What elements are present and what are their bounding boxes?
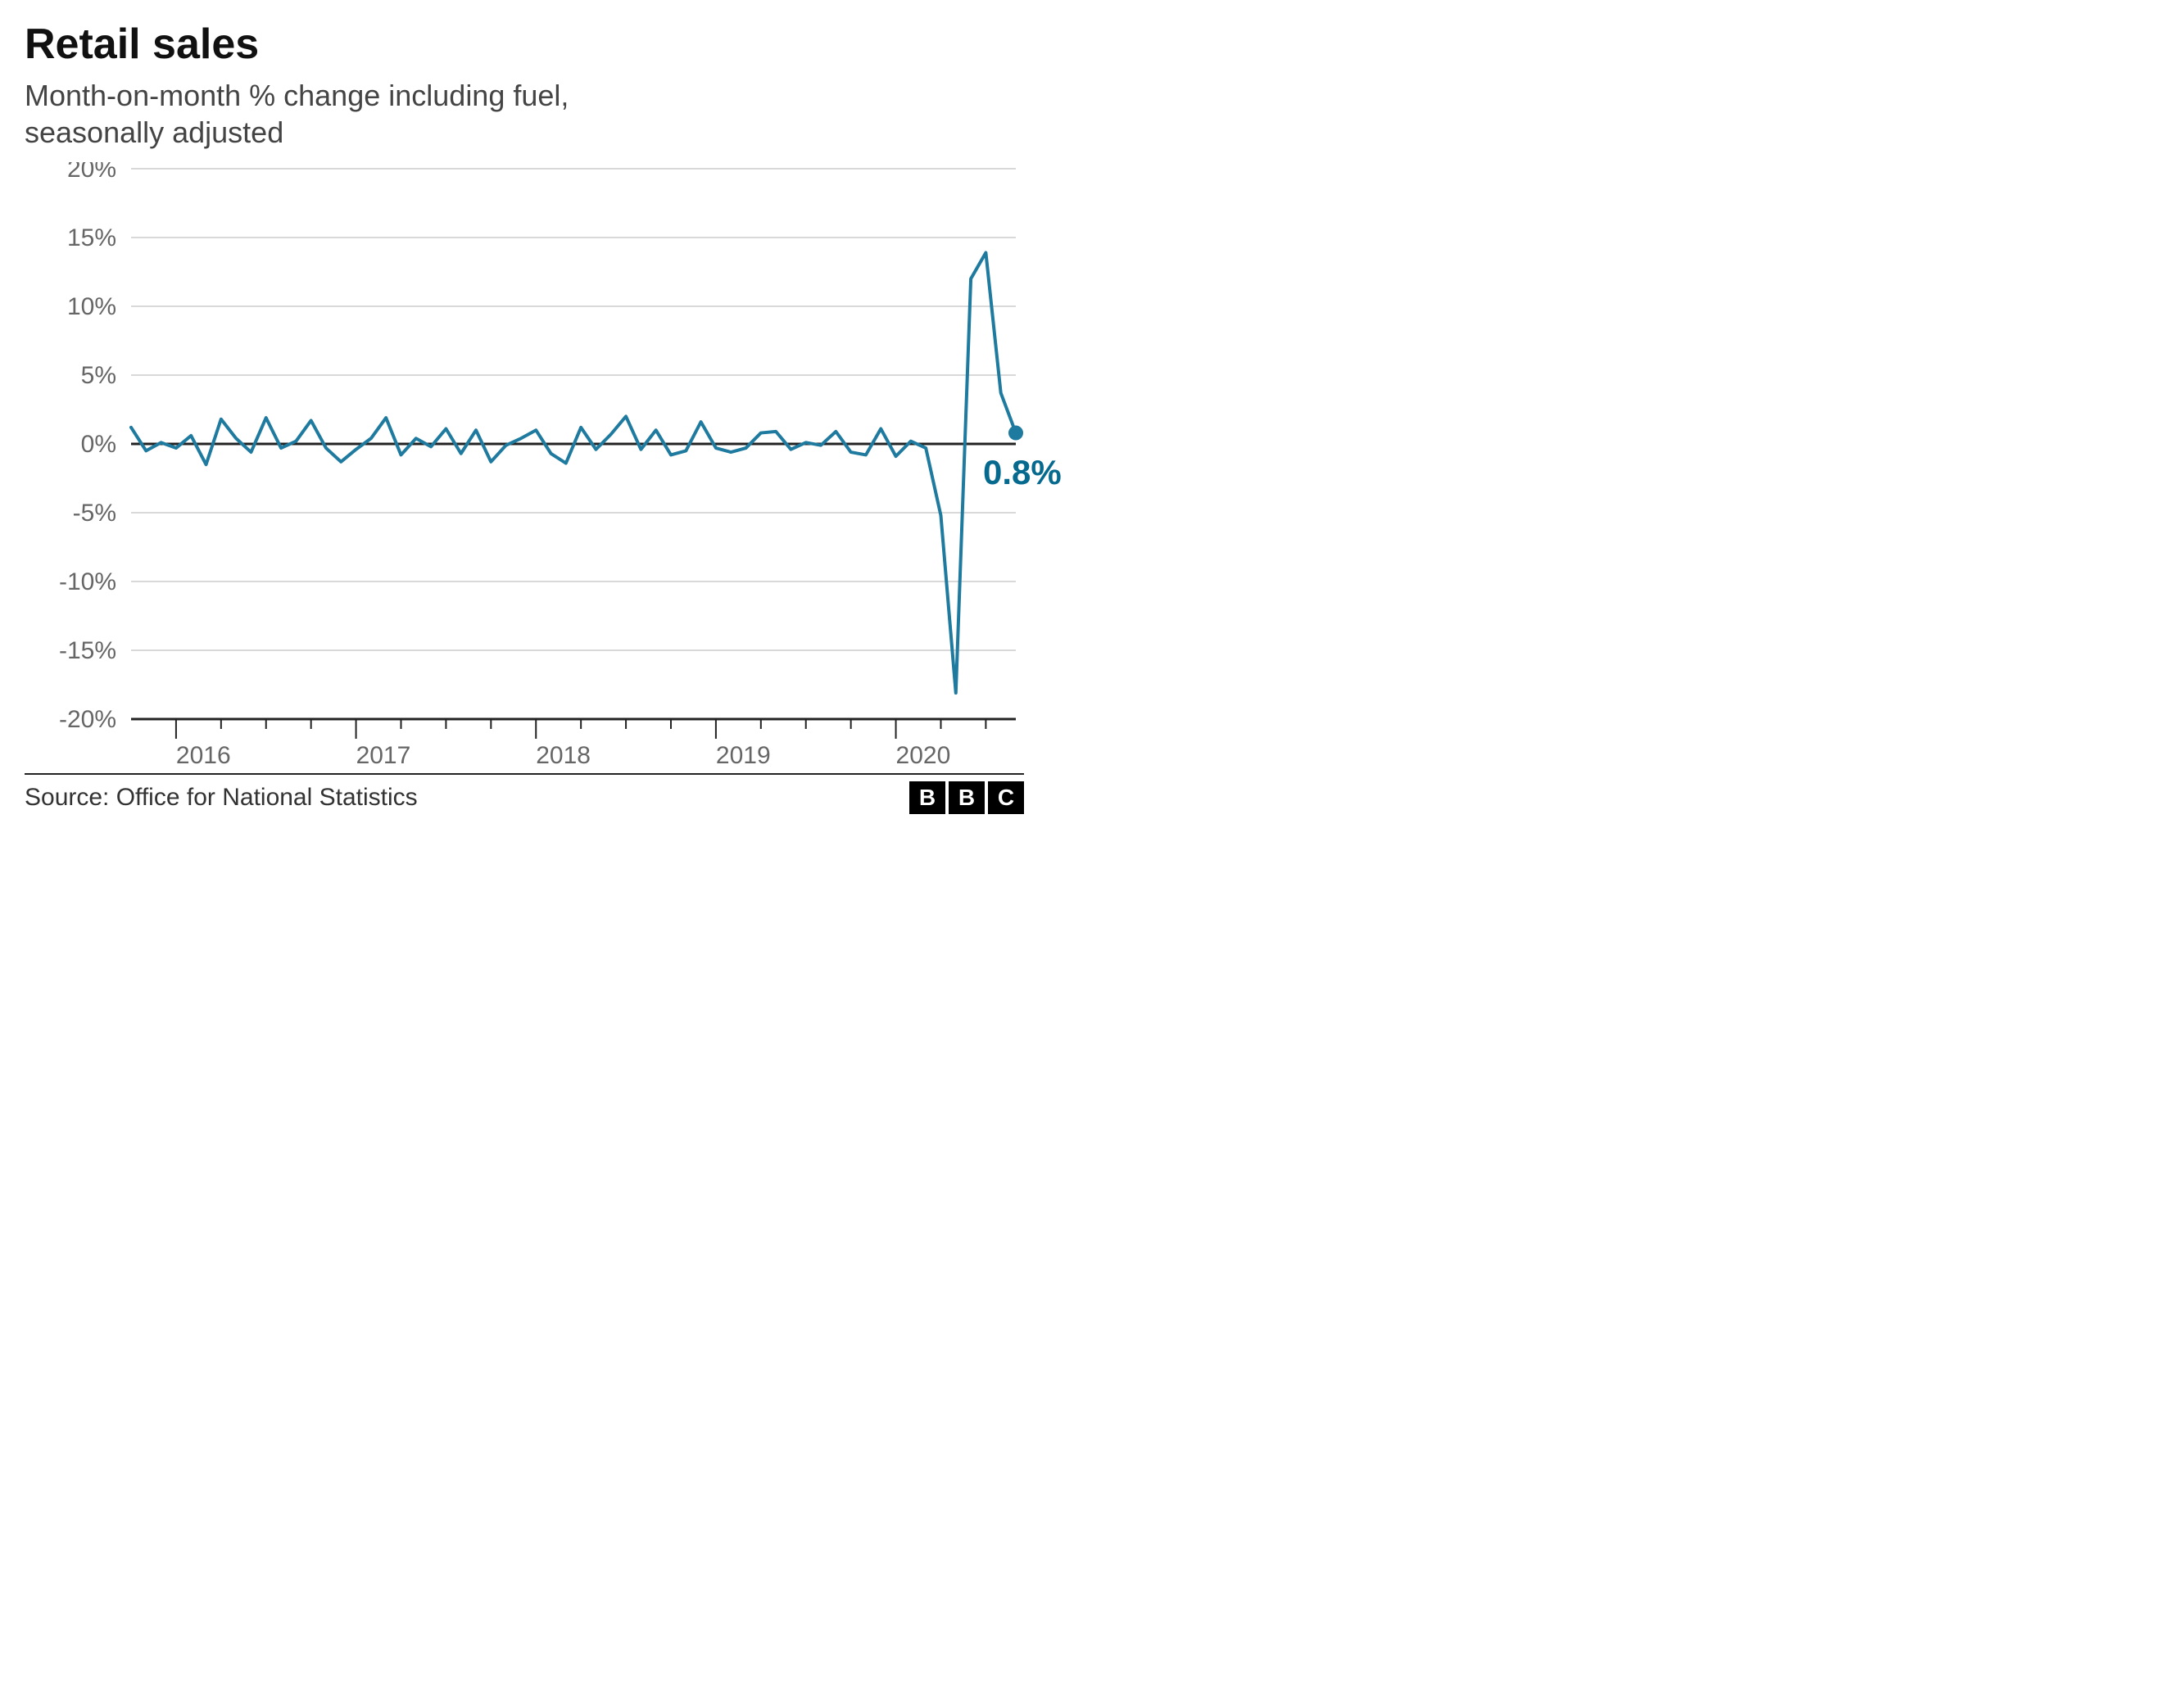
retail-sales-chart: Retail sales Month-on-month % change inc… — [0, 0, 1049, 819]
bbc-logo-letter: B — [909, 781, 945, 814]
bbc-logo: B B C — [909, 781, 1024, 814]
source-text: Source: Office for National Statistics — [25, 784, 418, 812]
chart-footer: Source: Office for National Statistics B… — [25, 773, 1024, 814]
plot-area: -20% -15% -10% -5% 0% 5% 10% 15% 20% 2016 2017 2018… — [25, 162, 1024, 768]
svg-text:2020: 2020 — [896, 742, 951, 768]
chart-svg: -20% -15% -10% -5% 0% 5% 10% 15% 20% 2016 2017 2018… — [25, 162, 1024, 768]
chart-title: Retail sales — [25, 20, 1024, 69]
svg-text:-15%: -15% — [59, 637, 116, 664]
chart-subtitle: Month-on-month % change including fuel,s… — [25, 77, 1024, 151]
svg-text:20%: 20% — [67, 162, 116, 183]
svg-text:-20%: -20% — [59, 706, 116, 733]
svg-text:5%: 5% — [81, 362, 116, 389]
bbc-logo-letter: C — [988, 781, 1024, 814]
svg-text:2019: 2019 — [716, 742, 771, 768]
endpoint-value-label: 0.8% — [983, 453, 1062, 492]
svg-text:10%: 10% — [67, 293, 116, 320]
svg-text:2018: 2018 — [536, 742, 591, 768]
svg-text:-5%: -5% — [73, 500, 116, 527]
svg-text:-10%: -10% — [59, 568, 116, 595]
svg-text:0%: 0% — [81, 431, 116, 458]
bbc-logo-letter: B — [949, 781, 985, 814]
svg-text:15%: 15% — [67, 224, 116, 251]
svg-text:2017: 2017 — [356, 742, 411, 768]
svg-text:2016: 2016 — [176, 742, 231, 768]
